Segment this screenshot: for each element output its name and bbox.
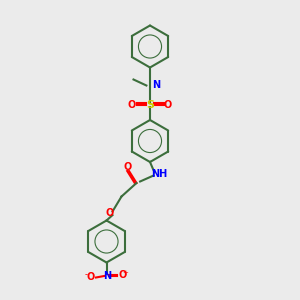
Text: NH: NH: [151, 169, 167, 179]
Text: O: O: [128, 100, 136, 110]
Text: N: N: [103, 271, 111, 281]
Text: O: O: [164, 100, 172, 110]
Text: O: O: [123, 162, 132, 172]
Text: -: -: [85, 270, 88, 279]
Text: S: S: [146, 100, 154, 110]
Text: +: +: [122, 270, 128, 276]
Text: O: O: [86, 272, 95, 283]
Text: N: N: [152, 80, 161, 91]
Text: O: O: [118, 270, 127, 280]
Text: O: O: [106, 208, 114, 218]
